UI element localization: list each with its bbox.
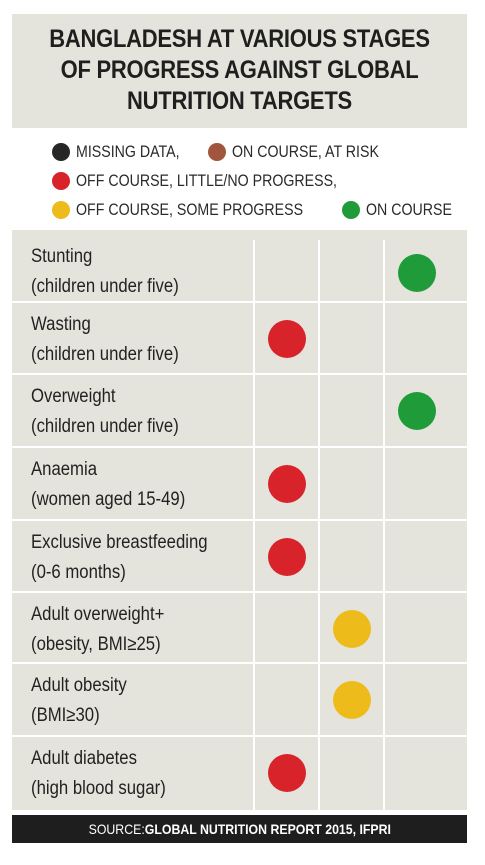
legend-label-off-course-little-progress: OFF COURSE, LITTLE/NO PROGRESS, bbox=[76, 171, 337, 190]
missing-data-dot-icon bbox=[52, 143, 70, 161]
row-label: Stunting (children under five) bbox=[31, 242, 199, 302]
legend-label-on-course-at-risk: ON COURSE, AT RISK bbox=[232, 142, 380, 161]
row-label-line-1: Anaemia bbox=[31, 459, 97, 480]
row-divider bbox=[12, 373, 467, 375]
row-label-line-2: (0-6 months) bbox=[31, 562, 126, 583]
table-row: Anaemia (women aged 15-49) bbox=[12, 447, 467, 519]
table-row: Exclusive breastfeeding (0-6 months) bbox=[12, 520, 467, 592]
source-prefix: SOURCE: bbox=[88, 821, 145, 837]
row-divider bbox=[12, 735, 467, 737]
source-name: GLOBAL NUTRITION REPORT 2015, IFPRI bbox=[144, 821, 391, 837]
status-dot bbox=[268, 538, 306, 576]
legend-item-off-course-little-progress: OFF COURSE, LITTLE/NO PROGRESS, bbox=[52, 172, 379, 191]
table-row: Wasting (children under five) bbox=[12, 302, 467, 374]
source-text: SOURCE: GLOBAL NUTRITION REPORT 2015, IF… bbox=[88, 815, 390, 843]
row-divider bbox=[12, 446, 467, 448]
row-label: Exclusive breastfeeding (0-6 months) bbox=[31, 528, 232, 588]
title-line-2: OF PROGRESS AGAINST GLOBAL bbox=[60, 56, 419, 84]
row-label: Wasting (children under five) bbox=[31, 310, 199, 370]
row-label-line-1: Adult diabetes bbox=[31, 748, 137, 769]
status-dot bbox=[268, 320, 306, 358]
row-label-line-1: Stunting bbox=[31, 246, 93, 267]
status-dot bbox=[333, 681, 371, 719]
on-course-dot-icon bbox=[342, 201, 361, 219]
column-divider bbox=[383, 240, 385, 810]
status-dot bbox=[398, 254, 436, 292]
table-row: Adult obesity (BMI≥30) bbox=[12, 663, 467, 735]
off-course-some-progress-dot-icon bbox=[52, 201, 70, 219]
legend-row-3: OFF COURSE, SOME PROGRESS ON COURSE bbox=[52, 199, 478, 221]
status-dot bbox=[268, 754, 306, 792]
row-divider bbox=[12, 662, 467, 664]
table-row: Overweight (children under five) bbox=[12, 374, 467, 446]
off-course-little-progress-dot-icon bbox=[52, 172, 70, 190]
title-line-1: BANGLADESH AT VARIOUS STAGES bbox=[49, 25, 430, 53]
table-row: Stunting (children under five) bbox=[12, 230, 467, 302]
legend-item-on-course-at-risk: ON COURSE, AT RISK bbox=[208, 143, 403, 162]
legend-row-2: OFF COURSE, LITTLE/NO PROGRESS, bbox=[52, 170, 391, 192]
legend-item-missing-data: MISSING DATA, bbox=[52, 143, 196, 162]
row-label-line-2: (obesity, BMI≥25) bbox=[31, 634, 161, 655]
legend-label-off-course-some-progress: OFF COURSE, SOME PROGRESS bbox=[76, 200, 304, 219]
row-divider bbox=[12, 301, 467, 303]
status-dot bbox=[268, 465, 306, 503]
status-dot bbox=[333, 610, 371, 648]
column-divider bbox=[253, 240, 255, 810]
legend-item-on-course: ON COURSE bbox=[342, 201, 466, 220]
row-divider bbox=[12, 519, 467, 521]
row-label-line-2: (children under five) bbox=[31, 276, 179, 297]
title-line-3: NUTRITION TARGETS bbox=[127, 87, 352, 115]
row-label-line-1: Exclusive breastfeeding bbox=[31, 532, 208, 553]
row-label-line-2: (high blood sugar) bbox=[31, 778, 166, 799]
row-label-line-1: Overweight bbox=[31, 386, 116, 407]
row-label: Adult obesity (BMI≥30) bbox=[31, 671, 140, 731]
column-divider bbox=[318, 240, 320, 810]
status-dot bbox=[398, 392, 436, 430]
row-label-line-1: Adult overweight+ bbox=[31, 604, 165, 625]
legend-label-missing-data: MISSING DATA, bbox=[76, 142, 180, 161]
row-label: Overweight (children under five) bbox=[31, 382, 199, 442]
table-row: Adult overweight+ (obesity, BMI≥25) bbox=[12, 592, 467, 664]
table-row: Adult diabetes (high blood sugar) bbox=[12, 736, 467, 808]
row-label-line-2: (BMI≥30) bbox=[31, 705, 100, 726]
row-label-line-1: Adult obesity bbox=[31, 675, 127, 696]
row-label-line-1: Wasting bbox=[31, 314, 91, 335]
row-label: Anaemia (women aged 15-49) bbox=[31, 455, 206, 515]
row-label-line-2: (children under five) bbox=[31, 344, 179, 365]
source-footer: SOURCE: GLOBAL NUTRITION REPORT 2015, IF… bbox=[12, 815, 467, 843]
legend-label-on-course: ON COURSE bbox=[366, 200, 452, 219]
legend: MISSING DATA, ON COURSE, AT RISK OFF COU… bbox=[12, 128, 467, 228]
status-table: Stunting (children under five) Wasting (chi… bbox=[12, 230, 467, 810]
row-label-line-2: (children under five) bbox=[31, 416, 179, 437]
row-label: Adult overweight+ (obesity, BMI≥25) bbox=[31, 600, 183, 660]
legend-row-1: MISSING DATA, ON COURSE, AT RISK bbox=[52, 141, 415, 163]
on-course-at-risk-dot-icon bbox=[208, 143, 227, 161]
title-banner: BANGLADESH AT VARIOUS STAGES OF PROGRESS… bbox=[12, 14, 467, 128]
row-label: Adult diabetes (high blood sugar) bbox=[31, 744, 184, 804]
row-label-line-2: (women aged 15-49) bbox=[31, 489, 186, 510]
row-divider bbox=[12, 591, 467, 593]
legend-item-off-course-some-progress: OFF COURSE, SOME PROGRESS bbox=[52, 201, 340, 220]
